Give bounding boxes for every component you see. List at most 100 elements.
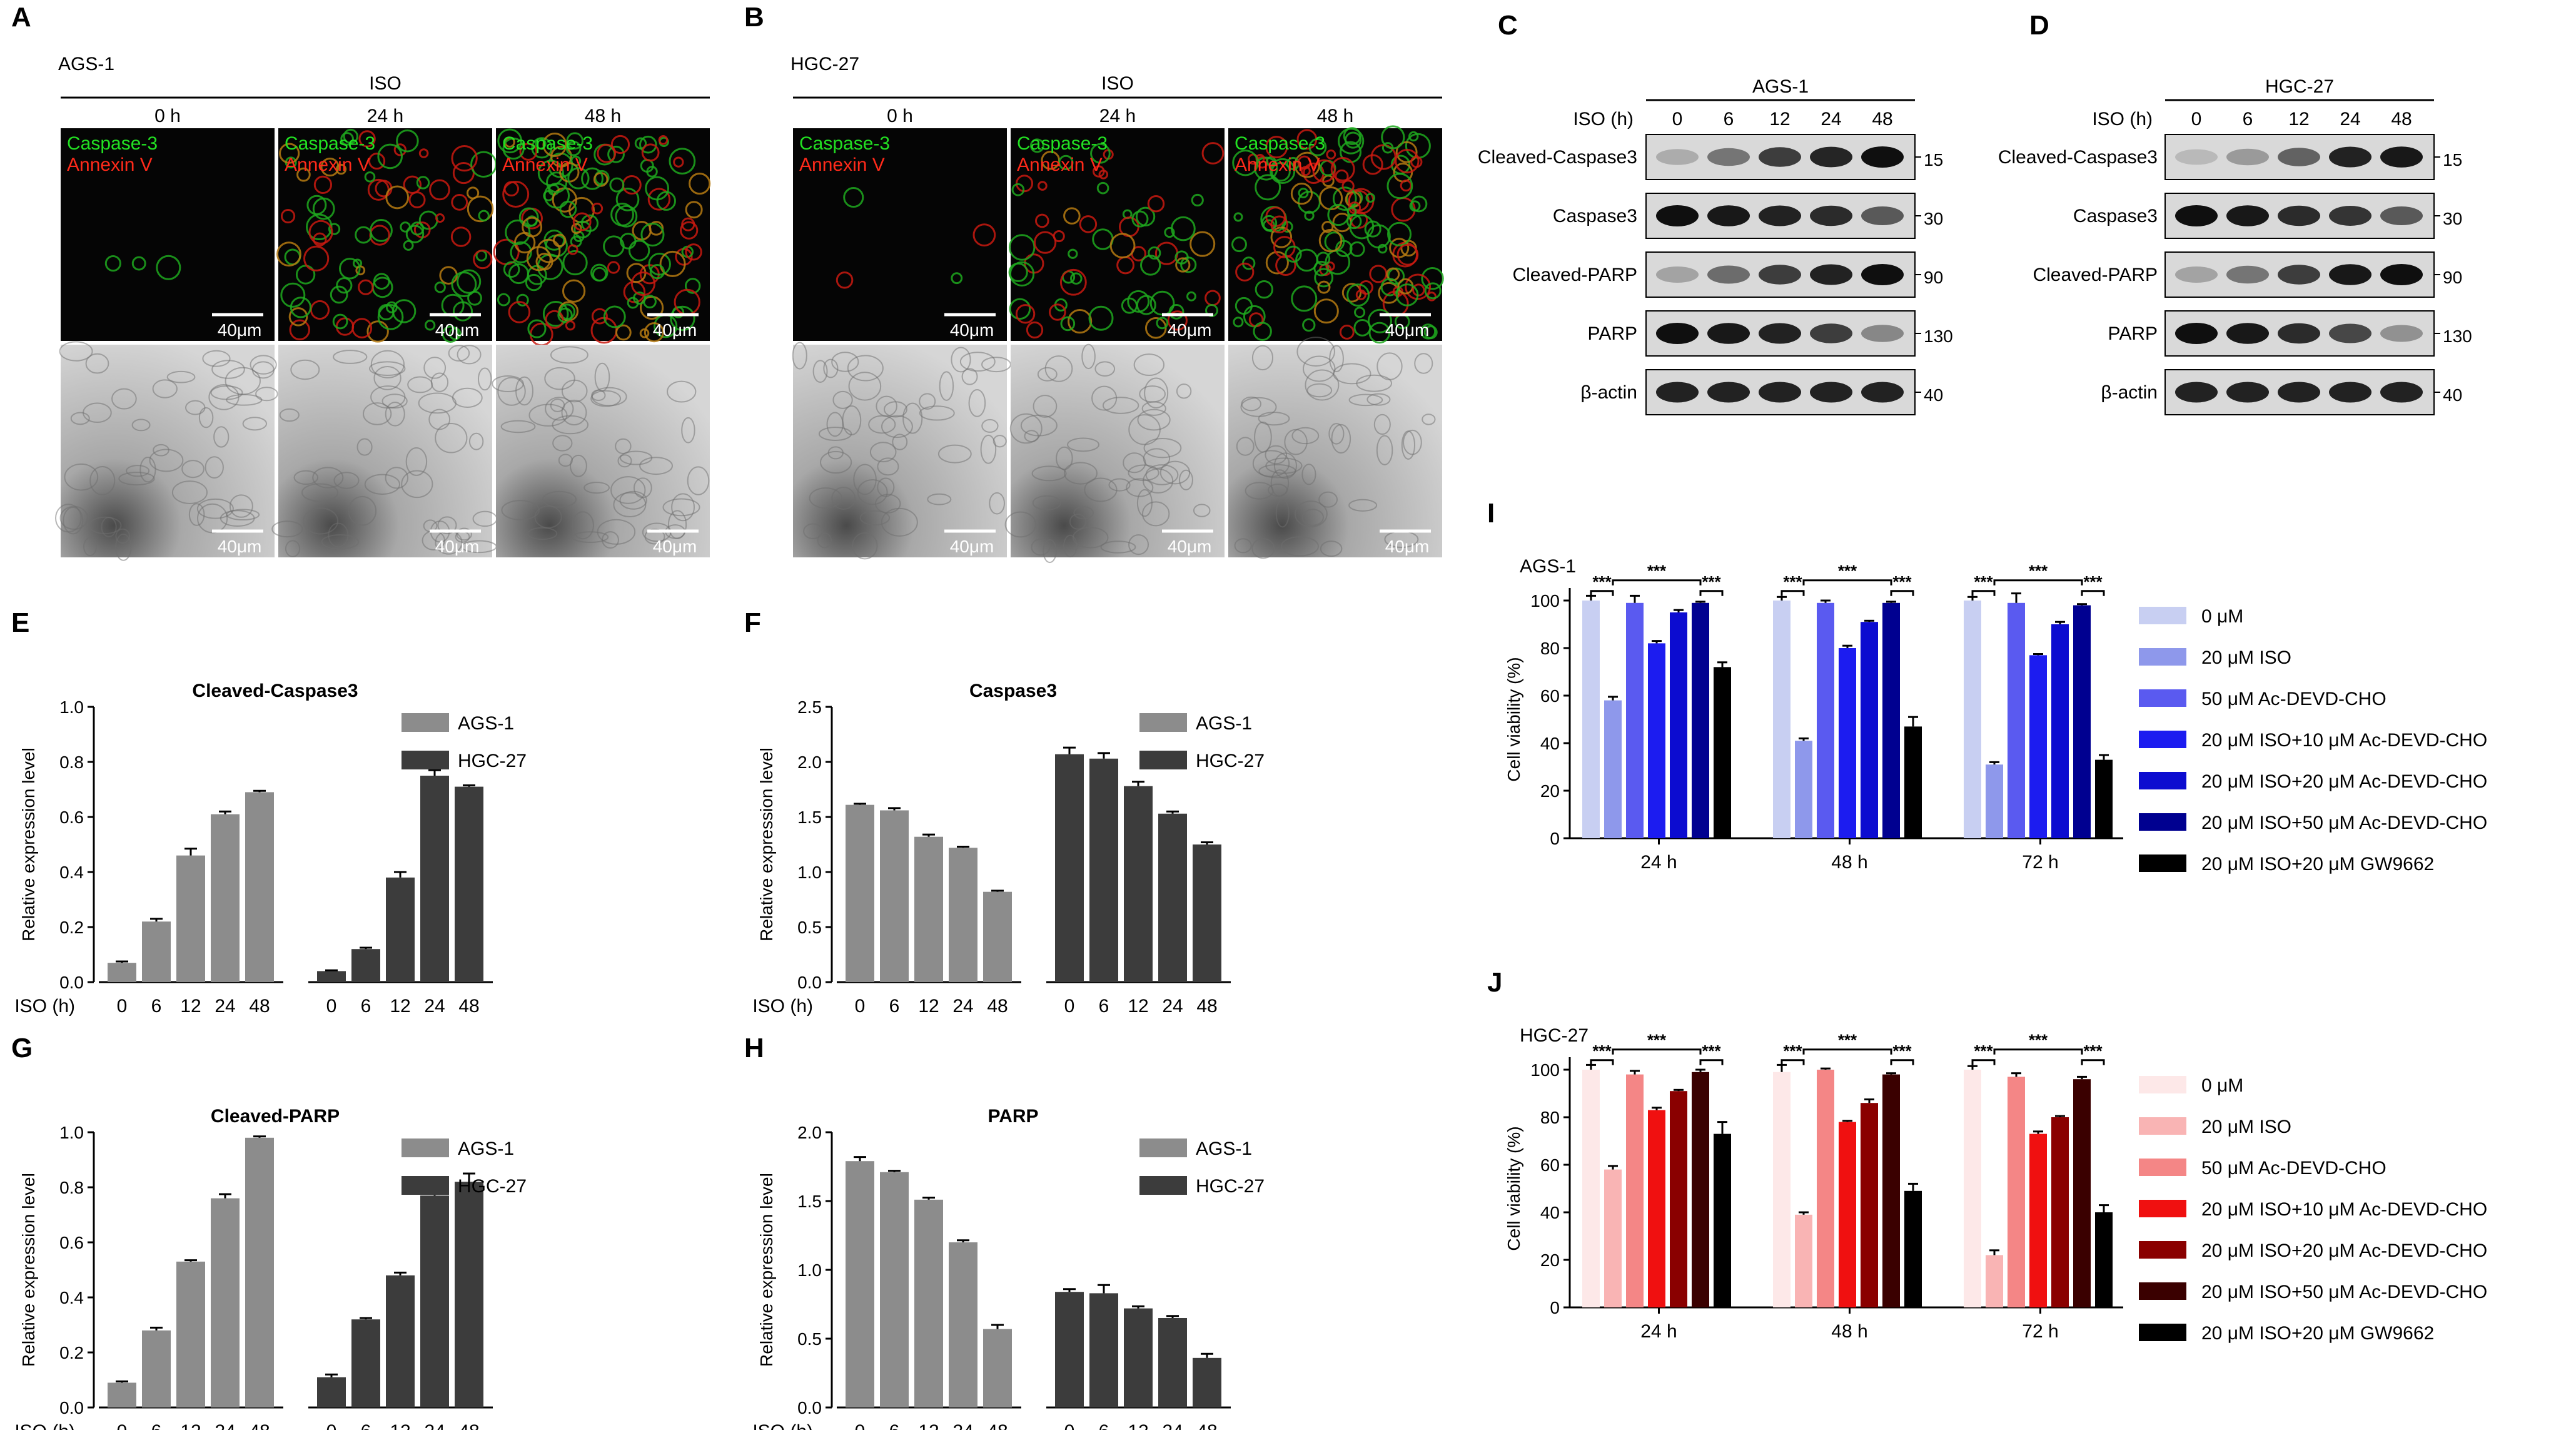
blot-band — [2380, 264, 2423, 285]
y-tick-label: 1.0 — [797, 863, 822, 882]
lane-label: 48 — [2391, 109, 2412, 129]
cell-outline — [1366, 393, 1391, 406]
cell-outline — [544, 367, 575, 390]
blot-band — [1810, 323, 1852, 343]
cell-signal — [615, 205, 638, 228]
x-tick-label: 24 h — [1640, 1321, 1677, 1342]
cell-signal — [434, 281, 446, 293]
cell-signal — [1164, 226, 1175, 238]
cell-outline — [1144, 377, 1169, 408]
legend-label: 20 μM ISO+10 μM Ac-DEVD-CHO — [2201, 730, 2487, 751]
cell-outline — [1291, 427, 1320, 445]
cell-line-label: HGC-27 — [790, 54, 859, 74]
cell-outline — [139, 457, 156, 483]
cell-line-label: AGS-1 — [58, 54, 114, 74]
cell-signal — [1312, 159, 1336, 183]
cell-signal — [503, 261, 520, 278]
cell-signal — [643, 295, 657, 309]
y-axis-label: Cell viability (%) — [1504, 1126, 1523, 1250]
cell-signal — [1335, 169, 1349, 184]
cell-signal — [656, 191, 676, 211]
cell-outline — [255, 387, 278, 402]
bar — [1882, 602, 1900, 838]
timepoint-label: 24 h — [1099, 106, 1136, 126]
cell-outline — [881, 507, 918, 537]
bar — [1692, 602, 1709, 838]
y-tick-label: 2.0 — [797, 753, 822, 772]
cell-outline — [591, 387, 627, 407]
cell-signal — [516, 293, 529, 307]
cell-signal — [685, 201, 703, 219]
chart-G: Cleaved-PARP 0.0 0.2 0.4 0.6 0.8 1.0 Relative e… — [14, 1106, 527, 1430]
cell-outline — [88, 516, 122, 535]
panel-letter-F: F — [744, 607, 761, 638]
bar — [846, 1161, 874, 1407]
cell-outline — [550, 346, 588, 364]
cell-signal — [1378, 281, 1400, 304]
cell-outline — [610, 476, 646, 504]
cell-signal — [1294, 151, 1321, 178]
cell-outline — [1236, 437, 1255, 456]
bar — [914, 836, 943, 982]
cell-outline — [1403, 429, 1422, 455]
cell-outline — [919, 405, 955, 421]
cell-signal — [557, 307, 573, 323]
bar — [317, 1377, 346, 1407]
cell-signal — [510, 241, 532, 263]
cell-outline — [552, 435, 573, 452]
cell-outline — [1143, 437, 1182, 459]
blot-band — [2329, 146, 2371, 168]
x-axis-label: ISO (h) — [14, 1421, 75, 1430]
cell-outline — [1251, 538, 1275, 559]
blot-band — [1810, 264, 1852, 285]
cell-outline — [188, 503, 205, 526]
bar — [1986, 764, 2003, 838]
cell-signal — [581, 167, 604, 190]
x-tick-label: 6 — [1099, 996, 1109, 1017]
sig-label: *** — [1783, 572, 1802, 591]
cell-signal — [565, 320, 576, 331]
cell-outline — [364, 474, 400, 495]
cell-signal — [385, 185, 410, 210]
cell-outline — [892, 434, 908, 450]
blot-band — [1810, 146, 1852, 168]
cell-signal — [620, 233, 637, 250]
blot-band — [2226, 148, 2269, 166]
cell-signal — [1421, 267, 1444, 290]
cell-signal — [408, 191, 426, 209]
cell-signal — [1096, 181, 1109, 195]
cell-signal — [497, 293, 510, 307]
bar — [1964, 1070, 1981, 1307]
legend-label: HGC-27 — [1196, 751, 1265, 771]
panel-letter-H: H — [744, 1033, 764, 1063]
y-tick-label: 1.5 — [797, 1192, 822, 1211]
y-tick-label: 0.0 — [797, 1398, 822, 1417]
blot-band — [2226, 323, 2269, 344]
cell-signal — [1035, 213, 1049, 228]
cell-signal — [343, 128, 358, 145]
cell-outline — [1108, 478, 1131, 492]
blot-band — [2226, 205, 2269, 226]
cell-outline — [819, 450, 852, 474]
cell-outline — [205, 456, 224, 479]
cell-outline — [1091, 385, 1118, 411]
x-tick-label: 48 — [1196, 996, 1217, 1017]
y-tick-label: 0.0 — [797, 973, 822, 992]
cell-signal — [1330, 157, 1355, 181]
cell-outline — [619, 490, 647, 510]
panel-letter-G: G — [11, 1033, 33, 1063]
cell-signal — [424, 320, 436, 331]
y-tick-label: 0.8 — [59, 753, 84, 772]
cell-signal — [1395, 149, 1420, 174]
cell-signal — [1233, 212, 1243, 222]
cell-outline — [285, 540, 301, 557]
cell-outline — [671, 493, 695, 522]
bar — [245, 792, 274, 982]
cell-outline — [1273, 452, 1297, 479]
sig-bracket — [1590, 590, 1614, 596]
blot-band — [1759, 265, 1801, 285]
cell-outline — [152, 379, 178, 398]
y-tick-label: 2.5 — [797, 697, 822, 717]
mw-label: 90 — [1924, 268, 1943, 287]
